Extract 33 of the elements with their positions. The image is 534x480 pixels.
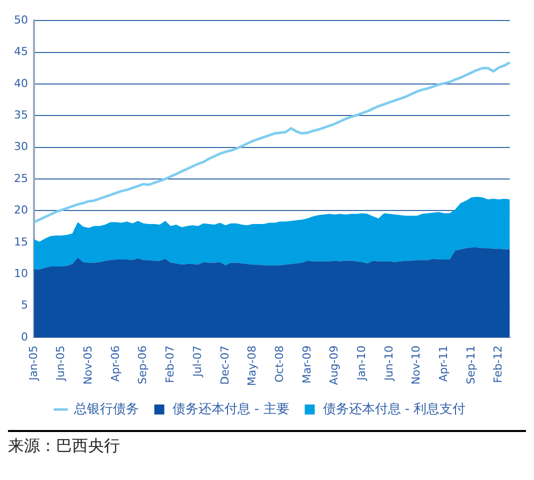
legend-label: 总银行债务 bbox=[72, 402, 139, 417]
y-tick-label: 0 bbox=[20, 330, 28, 344]
x-tick-label: May-08 bbox=[246, 345, 259, 386]
x-tick-label: Jun-05 bbox=[54, 345, 68, 382]
y-tick-label: 20 bbox=[14, 204, 28, 217]
x-tick-label: Jul-07 bbox=[190, 345, 204, 378]
x-tick-label: Oct-08 bbox=[272, 345, 286, 382]
y-tick-label: 5 bbox=[20, 298, 28, 312]
source-note: 来源：巴西央行 bbox=[8, 436, 121, 457]
x-tick-label: Feb-07 bbox=[164, 345, 177, 383]
x-tick-label: Dec-07 bbox=[218, 345, 232, 385]
x-tick-label: Nov-10 bbox=[410, 345, 423, 385]
y-tick-label: 25 bbox=[14, 172, 28, 185]
x-tick-label: Jan-05 bbox=[26, 345, 40, 382]
x-tick-label: Nov-05 bbox=[82, 345, 95, 385]
y-tick-label: 15 bbox=[14, 235, 28, 248]
x-tick-label: Jun-10 bbox=[382, 345, 396, 382]
y-tick-label: 40 bbox=[14, 76, 28, 90]
x-tick-label: Sep-06 bbox=[136, 345, 150, 384]
x-tick-label: Sep-11 bbox=[464, 345, 478, 384]
legend-label: 债务还本付息 - 主要 bbox=[172, 400, 290, 417]
x-tick-label: Apr-11 bbox=[437, 345, 450, 382]
y-tick-label: 10 bbox=[14, 266, 28, 280]
y-tick-label: 30 bbox=[14, 140, 28, 154]
x-tick-label: Apr-06 bbox=[108, 345, 122, 382]
x-tick-label: Feb-12 bbox=[492, 345, 505, 383]
y-tick-label: 35 bbox=[14, 108, 28, 122]
y-tick-label: 50 bbox=[14, 13, 28, 26]
legend-label: 债务还本付息 - 利息支付 bbox=[322, 402, 466, 417]
y-tick-label: 45 bbox=[14, 45, 28, 58]
x-tick-label: Mar-09 bbox=[300, 345, 314, 384]
x-tick-label: Aug-09 bbox=[328, 345, 341, 385]
x-tick-label: Jan-10 bbox=[354, 345, 368, 382]
